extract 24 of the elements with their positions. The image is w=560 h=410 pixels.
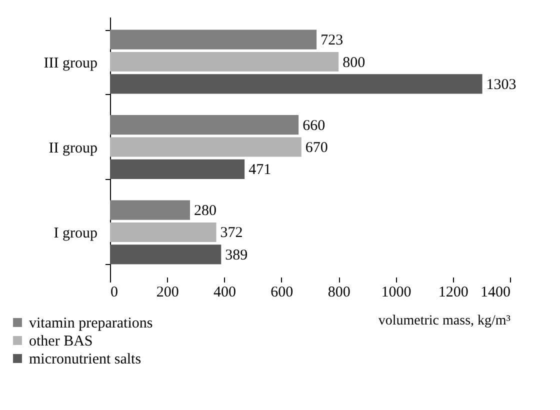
data-label: 660 [302,118,326,134]
data-label: 471 [248,162,272,178]
legend-label: micronutrient salts [29,352,142,368]
data-label: 670 [305,140,328,156]
legend-label: vitamin preparations [29,316,153,332]
data-label: 389 [225,247,248,264]
x-tick-label: 1400 [480,284,510,300]
x-tick-label: 0 [110,284,118,300]
x-tick-label: 400 [214,284,236,300]
y-tick-label: I group [54,226,98,242]
x-tick-label: 1000 [381,284,412,300]
x-tick-label: 200 [156,284,179,300]
y-tick-label: III group [44,55,98,72]
x-tick-label: 800 [328,284,350,300]
data-label: 723 [320,32,344,49]
y-tick-label: II group [48,140,98,156]
data-label: 372 [220,225,243,242]
x-tick-label: 1200 [438,284,468,300]
x-tick-label: 600 [270,284,294,300]
data-label: 280 [194,203,216,220]
legend-label: other BAS [29,334,93,350]
x-axis-title: volumetric mass, kg/m³ [378,314,510,328]
data-label: 800 [342,54,366,71]
data-label: 1303 [486,76,516,93]
